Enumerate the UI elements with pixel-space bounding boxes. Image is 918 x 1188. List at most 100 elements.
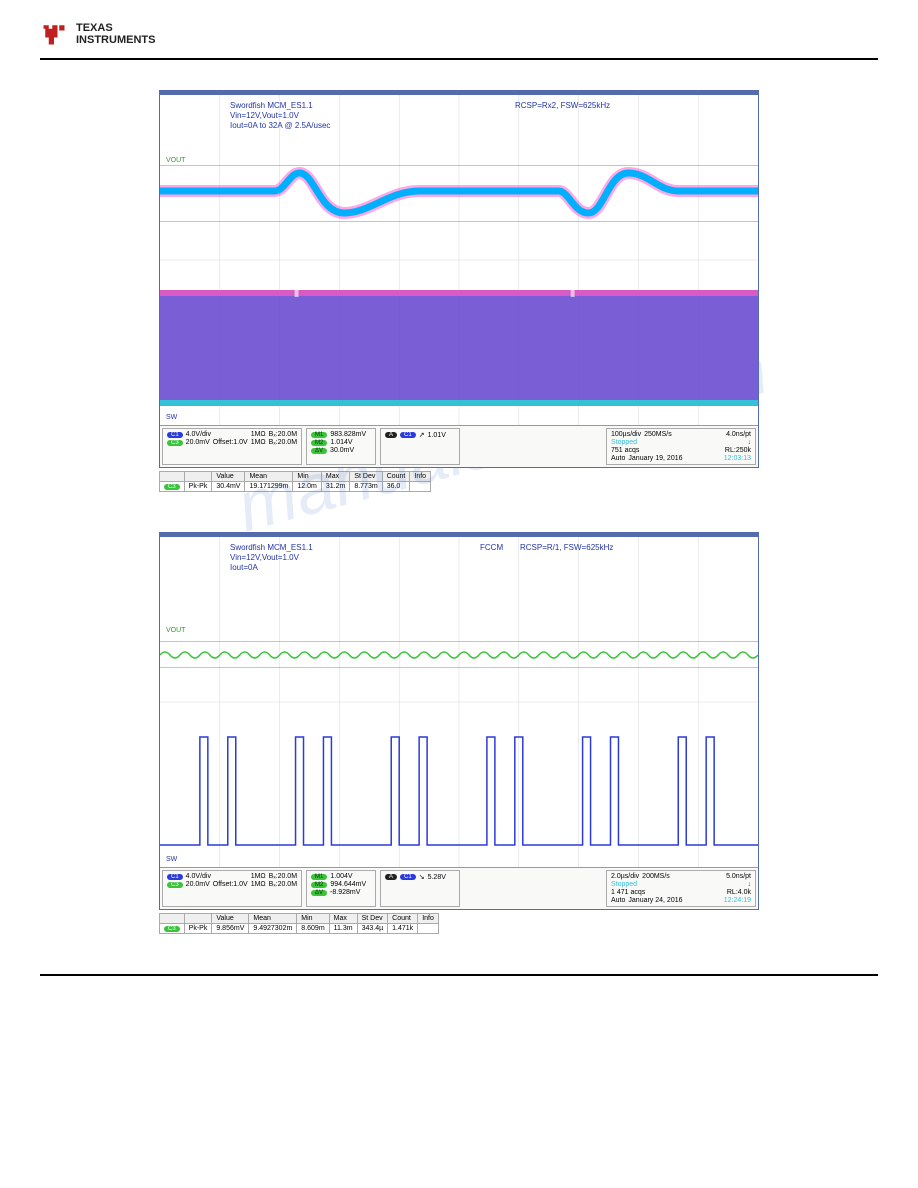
h-max: Max [321,472,349,482]
acq-res: 5.0ns/pt [726,873,751,880]
scope1-anno-r1: RCSP=Rx2, FSW=625kHz [515,101,610,110]
h-min: Min [297,914,329,924]
c3-scale: 20.0mV [186,881,210,888]
scope2-controls: C1 4.0V/div 1MΩ Bₓ:20.0M C3 20.0mV Offse… [160,867,758,909]
row-badge: C3 [164,484,180,490]
c3-bw: Bₓ:20.0M [269,881,297,888]
scope2-plot: Swordfish MCM_ES1.1 Vin=12V,Vout=1.0V Io… [160,537,758,867]
acq-date: January 24, 2016 [628,897,682,904]
footer-rule [40,974,878,976]
acq-rate: 200MS/s [642,873,670,880]
acq-mode: Auto [611,897,625,904]
scope1-vout-label: VOUT [166,157,185,164]
acq-time: 12:03:13 [724,455,751,462]
acq-timebase: 2.0µs/div [611,873,639,880]
scope2-vout-label: VOUT [166,627,185,634]
av-val: 30.0mV [330,447,354,454]
scope1-acquisition: 100µs/div 250MS/s 4.0ns/pt Stopped↓ 751 … [606,428,756,465]
h-count: Count [382,472,410,482]
h-stdev: St Dev [350,472,382,482]
c1-badge: C1 [167,432,183,438]
scope1-plot: Swordfish MCM_ES1.1 Vin=12V,Vout=1.0V Io… [160,95,758,425]
acq-date: January 19, 2016 [628,455,682,462]
acq-nacq: 1 471 acqs [611,889,645,896]
trig-c1-badge: C1 [400,432,416,438]
acq-nacq: 751 acqs [611,447,639,454]
scope1-channel-settings: C1 4.0V/div 1MΩ Bₓ:20.0M C3 20.0mV Offse… [162,428,302,465]
oscilloscope-capture-2: Swordfish MCM_ES1.1 Vin=12V,Vout=1.0V Io… [159,532,759,934]
oscilloscope-capture-1: Swordfish MCM_ES1.1 Vin=12V,Vout=1.0V Io… [159,90,759,492]
c1-bw: Bₓ:20.0M [269,431,297,438]
c3-scale: 20.0mV [186,439,210,446]
scope2-trigger: A C1 ↘ 5.28V [380,870,460,907]
scope2-anno-mid: FCCM [480,543,503,552]
row-v3: 11.3m [329,924,357,934]
scope1-controls: C1 4.0V/div 1MΩ Bₓ:20.0M C3 20.0mV Offse… [160,425,758,467]
h-mean: Mean [245,472,293,482]
scope2-measurement-table: Value Mean Min Max St Dev Count Info C3 … [159,913,439,934]
c3-offset: Offset:1.0V [213,439,248,446]
company-logo: TEXAS INSTRUMENTS [40,20,878,48]
scope1-trigger: A C1 ↗ 1.01V [380,428,460,465]
trig-level: 1.01V [428,432,446,439]
m1-badge: M1 [311,874,327,880]
h-info: Info [410,472,431,482]
c1-bw: Bₓ:20.0M [269,873,297,880]
h-mean: Mean [249,914,297,924]
scope1-measurement-table: Value Mean Min Max St Dev Count Info C3 … [159,471,431,492]
m1-badge: M1 [311,432,327,438]
scope2-anno-r1: RCSP=R/1, FSW=625kHz [520,543,613,552]
c3-badge: C3 [167,440,183,446]
table-header-row: Value Mean Min Max St Dev Count Info [160,472,431,482]
row-v5: 36.0 [382,482,410,492]
scope2-waveforms [160,537,758,867]
m2-badge: M2 [311,882,327,888]
c3-imp: 1MΩ [251,439,266,446]
m2-val: 1.014V [330,439,352,446]
row-name: Pk-Pk [184,482,212,492]
c3-bw: Bₓ:20.0M [269,439,297,446]
scope1-anno-l2: Vin=12V,Vout=1.0V [230,111,299,120]
row-v2: 12.0m [293,482,321,492]
c1-imp: 1MΩ [251,873,266,880]
scope2-anno-l2: Vin=12V,Vout=1.0V [230,553,299,562]
table-row: C3 Pk-Pk 30.4mV 19.171299m 12.0m 31.2m 8… [160,482,431,492]
h-value: Value [212,472,245,482]
acq-timebase: 100µs/div [611,431,641,438]
scope2-grid [160,537,758,867]
acq-rl: RL:4.0k [727,889,751,896]
scope2-anno-l1: Swordfish MCM_ES1.1 [230,543,313,552]
scope1-sw-label: SW [166,414,177,421]
row-v0: 30.4mV [212,482,245,492]
trig-a-badge: A [385,874,397,880]
row-name: Pk-Pk [184,924,212,934]
av-val: -8.928mV [330,889,360,896]
c3-badge: C3 [167,882,183,888]
company-name-line2: INSTRUMENTS [76,34,155,46]
m1-val: 1.004V [330,873,352,880]
c1-imp: 1MΩ [251,431,266,438]
h-max: Max [329,914,357,924]
scope2-channel-settings: C1 4.0V/div 1MΩ Bₓ:20.0M C3 20.0mV Offse… [162,870,302,907]
h-count: Count [388,914,418,924]
scope2-cursor-readout: M11.004V M2994.644mV ΔV-8.928mV [306,870,376,907]
scope1-cursor-b [160,221,758,222]
trig-c1-badge: C1 [400,874,416,880]
scope2-cursor-a [160,641,758,642]
m2-badge: M2 [311,440,327,446]
row-v5: 1.471k [388,924,418,934]
acq-status: Stopped [611,439,637,446]
c1-scale: 4.0V/div [186,431,211,438]
m1-val: 983.828mV [330,431,366,438]
acq-rate: 250MS/s [644,431,672,438]
row-v1: 19.171299m [245,482,293,492]
av-badge: ΔV [311,890,327,896]
h-value: Value [212,914,249,924]
row-v4: 343.4µ [357,924,388,934]
acq-res: 4.0ns/pt [726,431,751,438]
scope1-cursor-readout: M1983.828mV M21.014V ΔV30.0mV [306,428,376,465]
h-stdev: St Dev [357,914,388,924]
row-v2: 8.609m [297,924,329,934]
row-v6 [410,482,431,492]
acq-status: Stopped [611,881,637,888]
